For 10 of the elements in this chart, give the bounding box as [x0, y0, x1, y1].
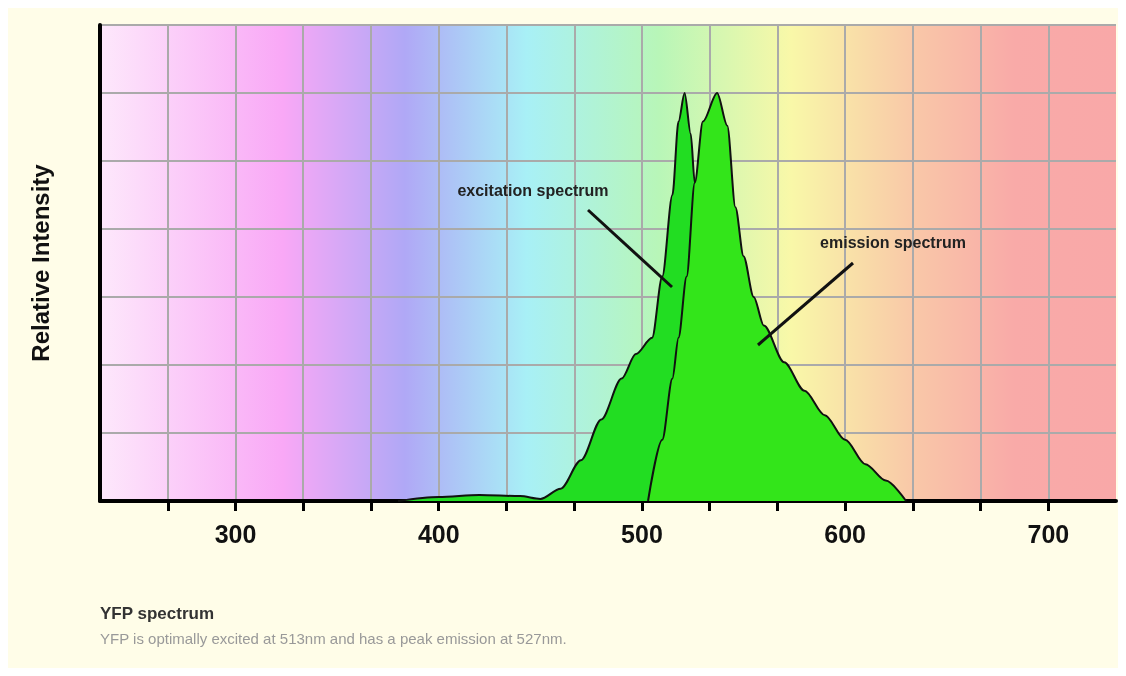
x-tick-label: 500	[621, 519, 663, 548]
x-tick-label: 700	[1027, 519, 1070, 548]
y-axis-title: Relative Intensity	[26, 163, 54, 362]
x-tick-label: 600	[824, 519, 866, 548]
x-tick-label: 300	[214, 519, 257, 548]
annotation: emission spectrum	[820, 233, 966, 251]
annotation: excitation spectrum	[457, 181, 609, 199]
text: YFP is optimally excited at 513nm and has a peak emission at 527nm.	[100, 630, 567, 647]
text: YFP spectrum	[100, 604, 215, 623]
x-tick-label: 400	[417, 519, 460, 548]
